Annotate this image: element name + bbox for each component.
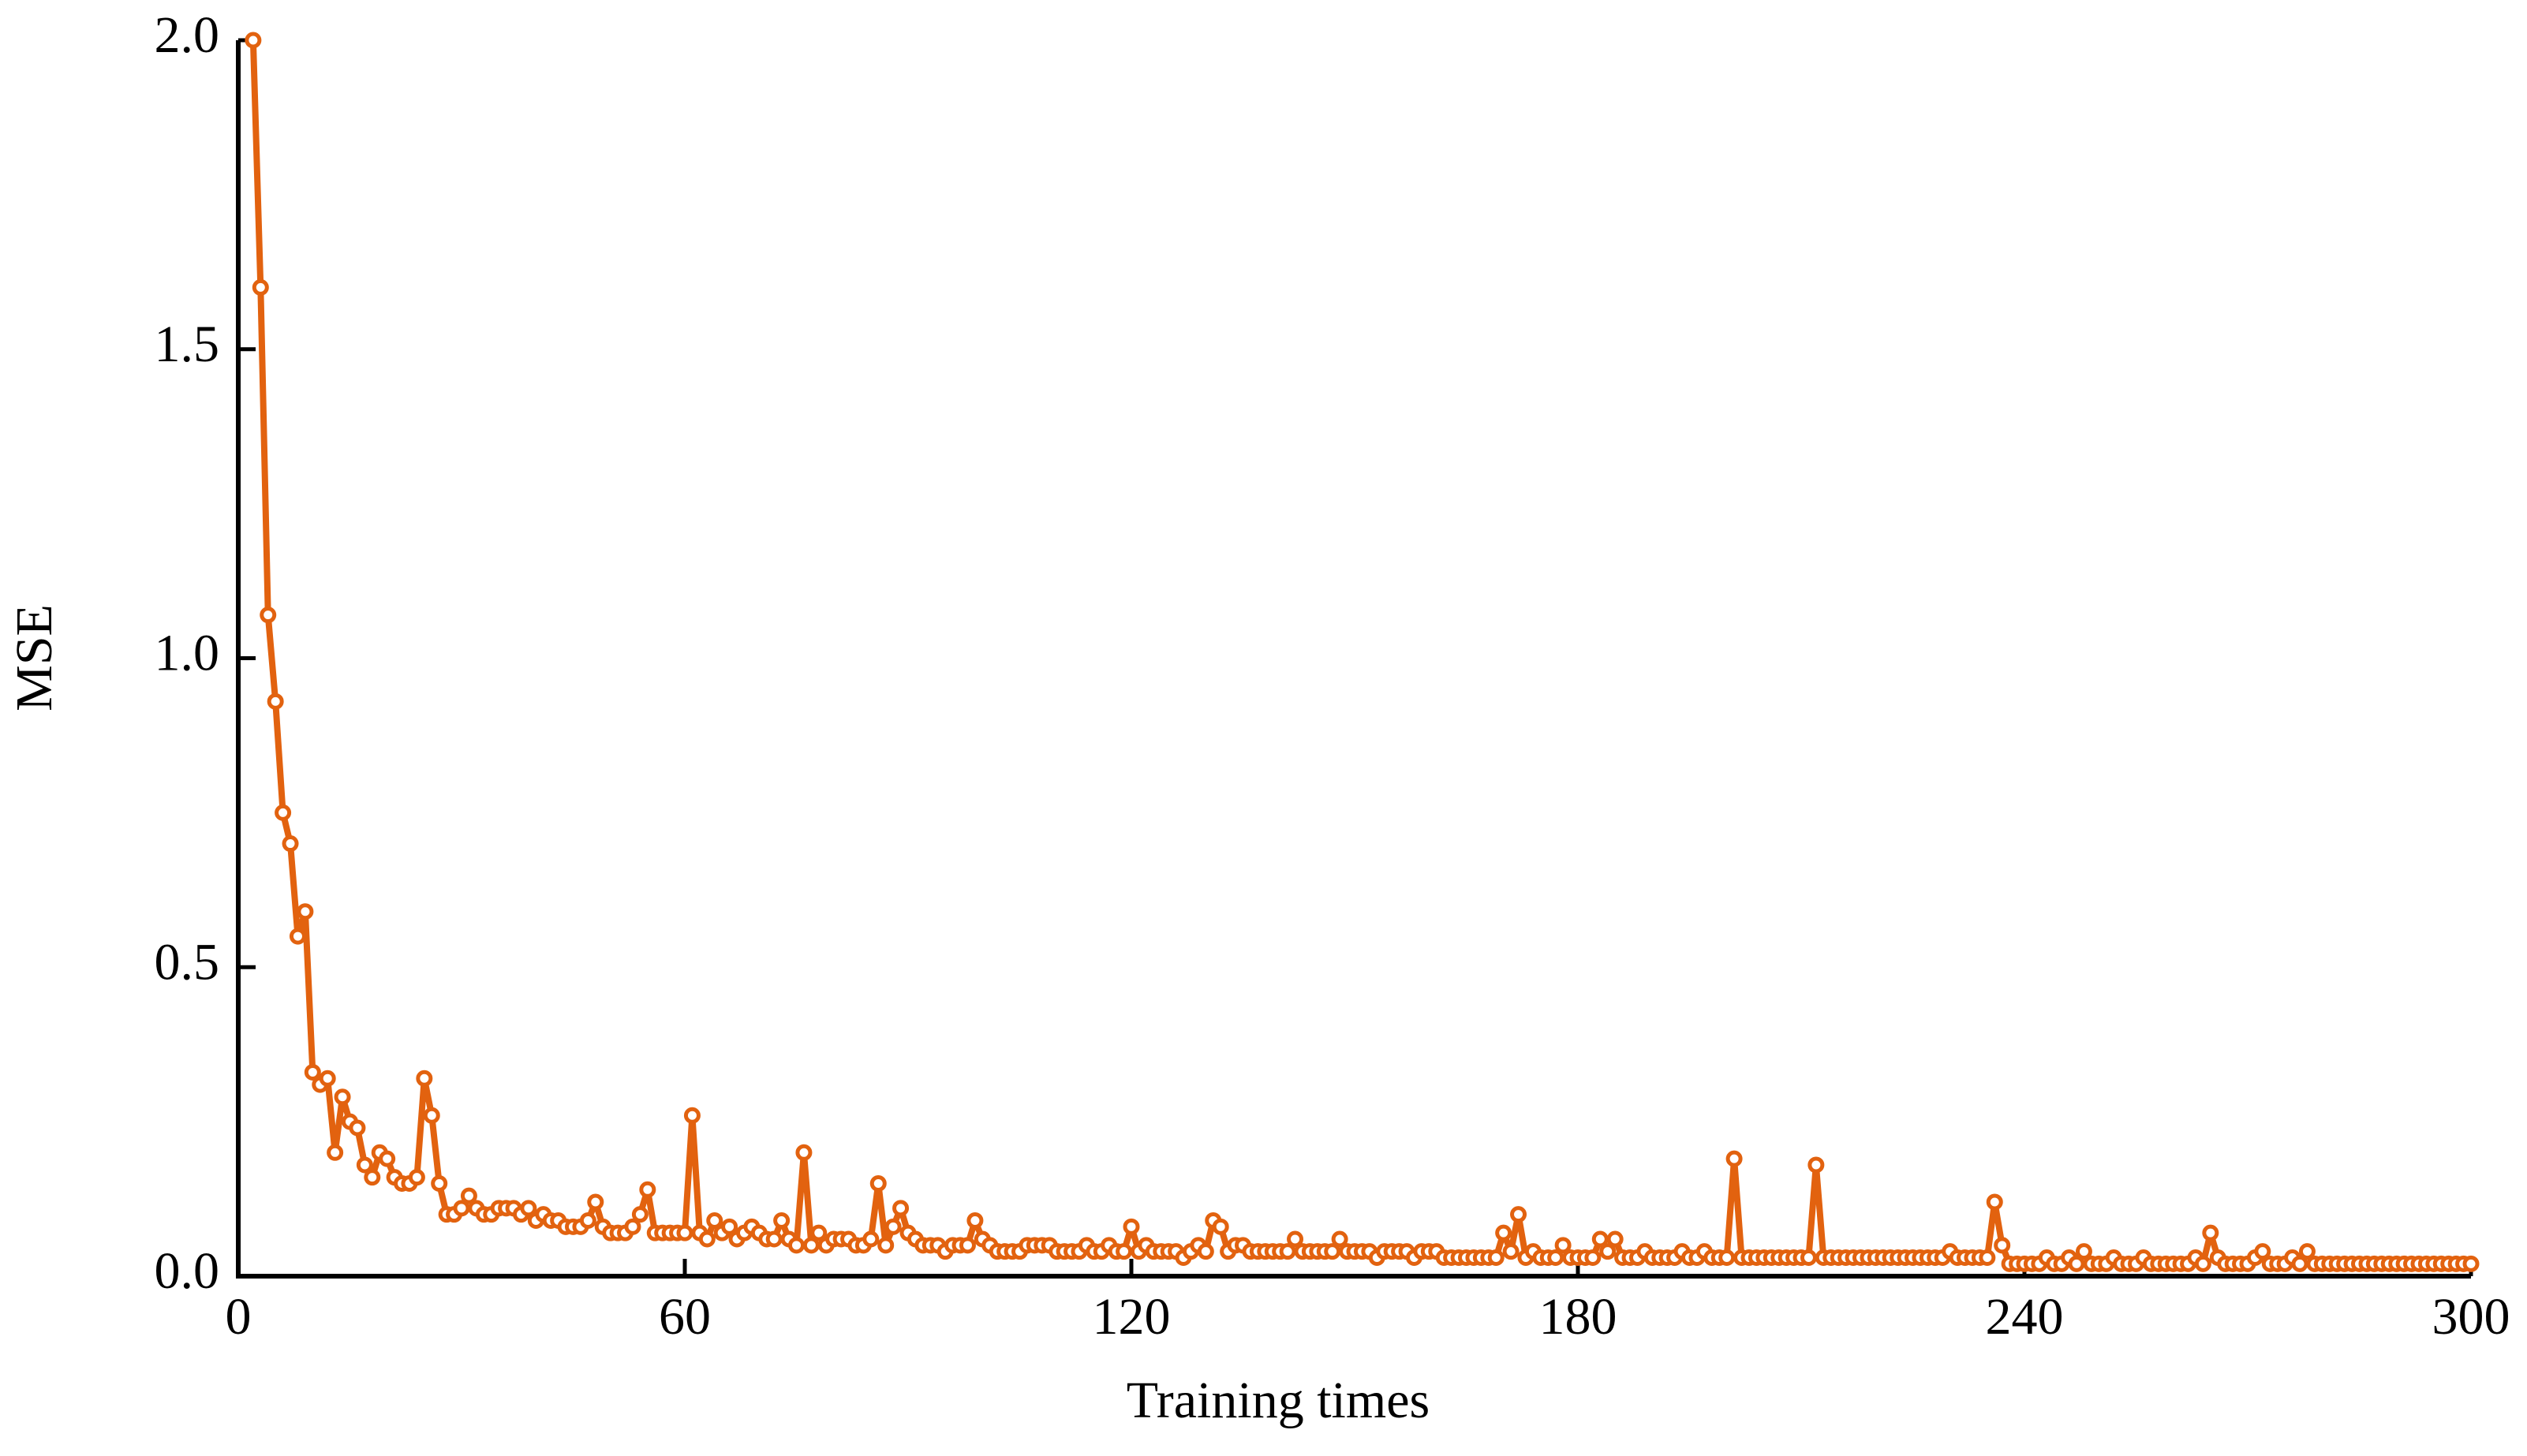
data-point (773, 1211, 791, 1229)
data-point (1599, 1243, 1617, 1260)
data-point (2068, 1255, 2085, 1272)
data-point (795, 1144, 813, 1161)
data-point (1606, 1230, 1624, 1248)
data-point (1495, 1224, 1512, 1241)
data-point (297, 903, 314, 920)
data-point (639, 1181, 656, 1198)
x-tick-label: 180 (1539, 1288, 1617, 1346)
data-point (319, 1070, 336, 1087)
data-point (1197, 1243, 1214, 1260)
y-tick-label: 2.0 (155, 6, 220, 64)
data-point (245, 32, 262, 49)
data-point (304, 1063, 321, 1081)
data-point (252, 278, 269, 296)
data-point (2298, 1243, 2316, 1260)
x-axis-label: Training times (1127, 1372, 1430, 1429)
y-tick-label: 0.5 (155, 933, 220, 991)
data-point (869, 1174, 887, 1192)
y-tick-label: 0.0 (155, 1242, 220, 1300)
data-point (289, 928, 306, 945)
data-point (1547, 1249, 1564, 1266)
data-point (2291, 1255, 2308, 1272)
x-tick-label: 240 (1986, 1288, 2064, 1346)
data-point (1502, 1243, 1520, 1260)
data-point (1979, 1249, 1996, 1266)
data-point (587, 1193, 604, 1211)
x-tick-label: 60 (659, 1288, 711, 1346)
data-point (1807, 1156, 1825, 1174)
data-point (2075, 1243, 2092, 1260)
data-point (1591, 1230, 1609, 1248)
data-point (1487, 1249, 1505, 1266)
data-point (1584, 1249, 1602, 1266)
data-point (1986, 1193, 2003, 1211)
x-tick-label: 120 (1093, 1288, 1171, 1346)
data-point (892, 1200, 910, 1217)
data-point (631, 1206, 649, 1223)
y-axis-label: MSE (6, 604, 63, 711)
data-point (260, 607, 277, 624)
data-point (520, 1200, 537, 1217)
data-point (349, 1119, 366, 1137)
data-point (862, 1230, 880, 1248)
data-point (2462, 1255, 2480, 1272)
data-point (364, 1169, 381, 1186)
data-point (282, 835, 299, 853)
data-point (267, 693, 284, 710)
data-point (379, 1150, 396, 1167)
data-point (624, 1218, 641, 1235)
data-point (1725, 1150, 1743, 1167)
data-point (698, 1230, 716, 1248)
data-point (423, 1107, 440, 1124)
data-point (676, 1224, 693, 1241)
data-point (416, 1070, 433, 1087)
data-point (1123, 1218, 1140, 1235)
data-point (2202, 1224, 2219, 1241)
data-point (1116, 1243, 1133, 1260)
y-tick-label: 1.0 (155, 625, 220, 682)
data-point (327, 1144, 344, 1161)
data-point (579, 1211, 596, 1229)
data-point (1212, 1218, 1229, 1235)
x-tick-label: 300 (2432, 1288, 2510, 1346)
data-point (966, 1211, 984, 1229)
data-point (765, 1230, 783, 1248)
data-point (683, 1107, 701, 1124)
data-point (275, 804, 292, 821)
data-point (1510, 1206, 1527, 1223)
data-point (788, 1237, 805, 1254)
data-point (877, 1237, 895, 1254)
data-point (810, 1224, 828, 1241)
data-point (1718, 1249, 1736, 1266)
data-point (721, 1218, 738, 1235)
data-point (1800, 1249, 1817, 1266)
data-point (2254, 1243, 2271, 1260)
data-point (1324, 1243, 1341, 1260)
data-point (408, 1169, 425, 1186)
data-point (1994, 1237, 2011, 1254)
data-point (334, 1088, 351, 1106)
x-tick-label: 0 (226, 1288, 252, 1346)
data-point (453, 1200, 470, 1217)
data-point (1287, 1230, 1304, 1248)
data-point (2194, 1255, 2211, 1272)
data-point (356, 1156, 373, 1174)
data-point (431, 1174, 448, 1192)
data-point (460, 1187, 477, 1204)
data-line (249, 39, 2471, 1267)
data-point (1554, 1237, 1572, 1254)
data-point (802, 1237, 820, 1254)
data-point (884, 1218, 902, 1235)
data-point (959, 1237, 976, 1254)
data-point (1331, 1230, 1348, 1248)
y-tick-label: 1.5 (155, 315, 220, 373)
data-point (1279, 1243, 1296, 1260)
data-point (706, 1211, 723, 1229)
